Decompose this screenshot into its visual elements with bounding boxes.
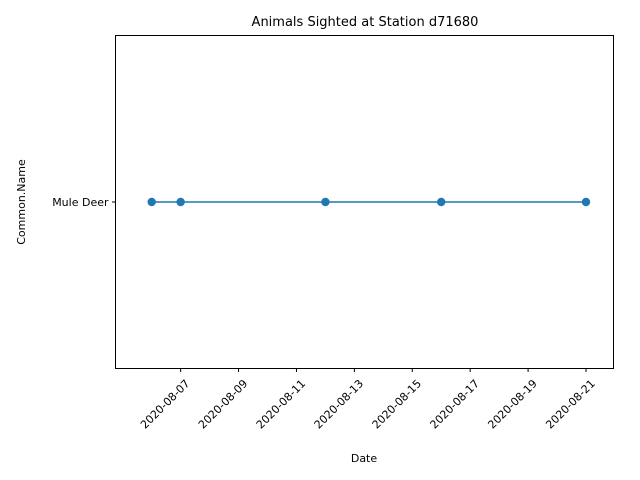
data-point [147,197,156,207]
y-axis-label: Common.Name [15,159,28,245]
data-point [437,197,446,207]
x-tick-label: 2020-08-13 [312,377,366,431]
data-point [176,197,185,207]
y-tick-label: Mule Deer [52,196,109,209]
x-tick-label: 2020-08-21 [543,377,597,431]
data-point [321,197,330,207]
plot-area [147,197,591,207]
data-point [581,197,591,207]
x-tick-label: 2020-08-09 [196,377,250,431]
x-tick-label: 2020-08-19 [485,377,539,431]
chart-title: Animals Sighted at Station d71680 [252,15,479,30]
x-tick-label: 2020-08-11 [254,377,308,431]
x-axis-label: Date [351,452,378,465]
x-tick-label: 2020-08-17 [428,377,482,431]
x-tick-label: 2020-08-07 [138,377,192,431]
x-tick-label: 2020-08-15 [370,377,424,431]
